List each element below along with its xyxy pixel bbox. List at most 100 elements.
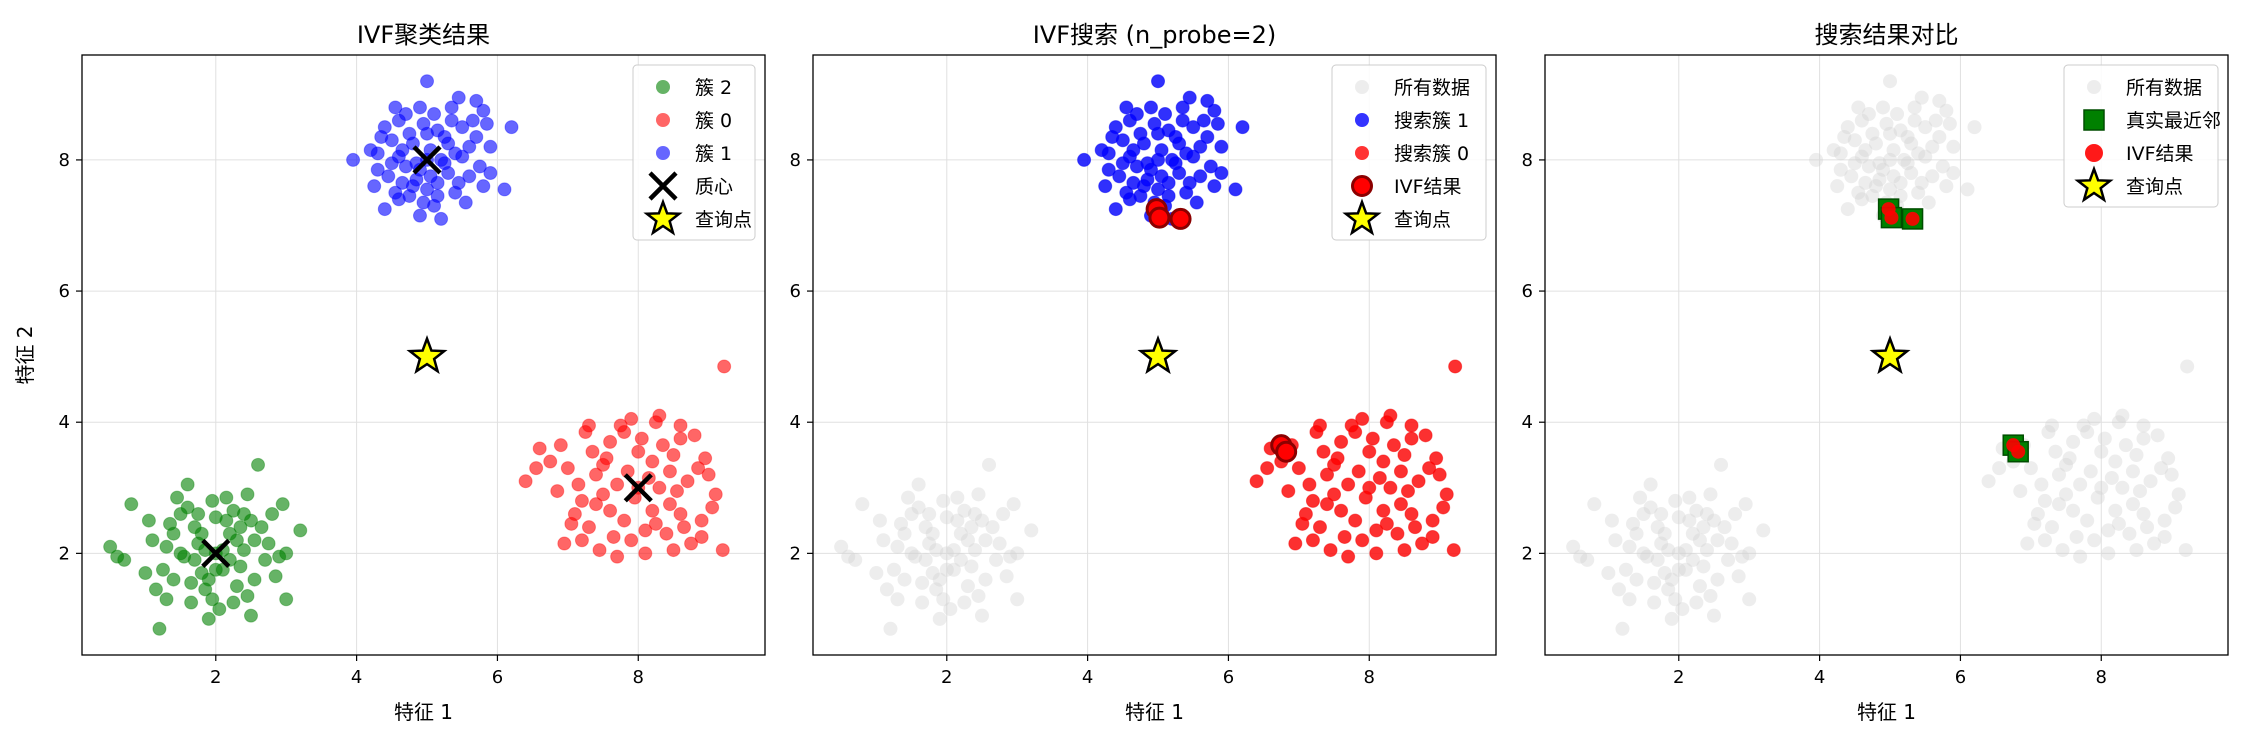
cluster-point [1376, 503, 1391, 518]
cluster-point [1193, 139, 1208, 154]
background-point [1883, 126, 1898, 141]
background-point [2178, 543, 2193, 558]
cluster-point [402, 188, 417, 203]
background-point [1633, 490, 1648, 505]
cluster-point [1098, 179, 1113, 194]
cluster-point [469, 129, 484, 144]
legend-label: 查询点 [2126, 176, 2183, 198]
cluster-point [691, 461, 706, 476]
cluster-point [1432, 467, 1447, 482]
background-point [1601, 566, 1616, 581]
cluster-point [434, 211, 449, 226]
cluster-point [1136, 136, 1151, 151]
background-point [1010, 546, 1025, 561]
axes-frame [812, 54, 1497, 656]
series [1137, 335, 1179, 375]
background-point [1657, 566, 1672, 581]
cluster-point [677, 520, 692, 535]
cluster-point [705, 500, 720, 515]
cluster-point [1186, 149, 1201, 164]
cluster-point [381, 169, 396, 184]
background-point [1685, 552, 1700, 567]
background-point [1960, 182, 1975, 197]
cluster-point [518, 474, 533, 489]
cluster-point [589, 497, 604, 512]
background-point [848, 552, 863, 567]
background-point [876, 533, 891, 548]
background-point [1893, 175, 1908, 190]
cluster-point [469, 93, 484, 108]
x-tick-label: 4 [351, 667, 362, 688]
background-point [2013, 484, 2028, 499]
background-point [1847, 156, 1862, 171]
cluster-point [194, 526, 209, 541]
cluster-point [1133, 188, 1148, 203]
cluster-point [395, 175, 410, 190]
background-point [1900, 156, 1915, 171]
background-point [1883, 152, 1898, 167]
background-point [1847, 133, 1862, 148]
background-point [2125, 464, 2140, 479]
background-point [1872, 156, 1887, 171]
cluster-point [254, 520, 269, 535]
background-point [904, 507, 919, 522]
background-point [925, 566, 940, 581]
legend-marker [648, 171, 678, 201]
cluster-point [1369, 523, 1384, 538]
background-point [1809, 152, 1824, 167]
background-point [2136, 431, 2151, 446]
cluster-point [1379, 415, 1394, 430]
cluster-point [1182, 90, 1197, 105]
cluster-point [208, 562, 223, 577]
x-tick-label: 6 [1955, 667, 1966, 688]
legend-marker [2085, 144, 2103, 162]
background-point [1714, 457, 1729, 472]
background-point [1875, 162, 1890, 177]
background-point [897, 526, 912, 541]
background-point [1721, 552, 1736, 567]
cluster-point [1158, 107, 1173, 122]
background-point [2115, 408, 2130, 423]
legend-frame [632, 64, 756, 241]
background-point [2080, 513, 2095, 528]
cluster-point [673, 507, 688, 522]
background-point [1728, 507, 1743, 522]
background-point [1006, 497, 1021, 512]
cluster-point [251, 457, 266, 472]
cluster-point [1376, 454, 1391, 469]
background-point [2059, 487, 2074, 502]
background-point [915, 575, 930, 590]
cluster-point [574, 533, 589, 548]
cluster-point [1207, 103, 1222, 118]
cluster-point [1175, 100, 1190, 115]
cluster-point [1425, 513, 1440, 528]
cluster-point [1327, 457, 1342, 472]
cluster-point [261, 536, 276, 551]
cluster-point [367, 179, 382, 194]
cluster-point [247, 533, 262, 548]
x-tick-label: 2 [1673, 667, 1684, 688]
cluster-point [1393, 464, 1408, 479]
cluster-point [694, 513, 709, 528]
cluster-point [648, 415, 663, 430]
x-tick-label: 2 [210, 667, 221, 688]
ivf-result-point [2011, 444, 2026, 459]
background-point [2143, 474, 2158, 489]
cluster-point [391, 149, 406, 164]
cluster-point [1365, 431, 1380, 446]
background-point [894, 516, 909, 531]
background-point [2108, 503, 2123, 518]
background-point [1893, 123, 1908, 138]
background-point [1657, 526, 1672, 541]
background-point [1840, 120, 1855, 135]
background-point [1992, 461, 2007, 476]
cluster-point [233, 559, 248, 574]
background-point [2140, 520, 2155, 535]
background-point [904, 546, 919, 561]
background-point [1914, 175, 1929, 190]
cluster-point [166, 572, 181, 587]
background-point [2052, 467, 2067, 482]
ivf-result-point [1905, 211, 1920, 226]
background-point [1706, 608, 1721, 623]
